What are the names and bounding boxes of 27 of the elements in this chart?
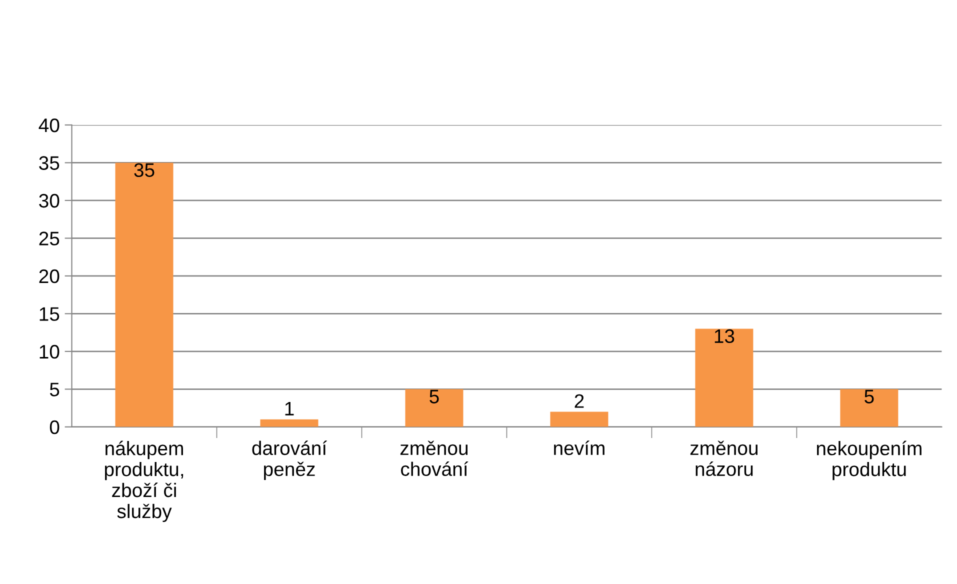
bar	[405, 389, 464, 427]
y-tick-label: 15	[40, 307, 60, 321]
y-tick-label: 40	[38, 118, 60, 132]
y-tick-label: 0	[50, 420, 60, 434]
bar	[695, 328, 754, 427]
bar	[260, 419, 318, 427]
bar	[550, 412, 608, 427]
x-tick-label: nekoupením produktu	[816, 440, 922, 480]
data-label: 2	[574, 394, 584, 408]
data-label: 5	[864, 390, 874, 404]
y-tick-label: 30	[39, 194, 60, 208]
data-label: 35	[134, 163, 154, 177]
y-tick-label: 20	[39, 269, 60, 284]
y-tick-label: 10	[40, 344, 60, 359]
y-tick-label: 5	[50, 382, 60, 396]
x-tick-label: darování peněz	[252, 440, 328, 480]
y-tick-label: 25	[39, 232, 60, 246]
bar	[840, 389, 898, 427]
data-label: 5	[430, 390, 439, 404]
y-tick-label: 35	[39, 156, 60, 170]
data-label: 13	[714, 329, 734, 344]
x-tick-label: změnou názoru	[690, 440, 758, 476]
data-label: 1	[285, 402, 294, 416]
bar	[115, 162, 174, 427]
x-tick-label: nákupem produktu, zboží či služby	[104, 440, 184, 522]
x-tick-label: nevím	[554, 440, 604, 456]
x-tick-label: změnou chování	[400, 440, 468, 476]
